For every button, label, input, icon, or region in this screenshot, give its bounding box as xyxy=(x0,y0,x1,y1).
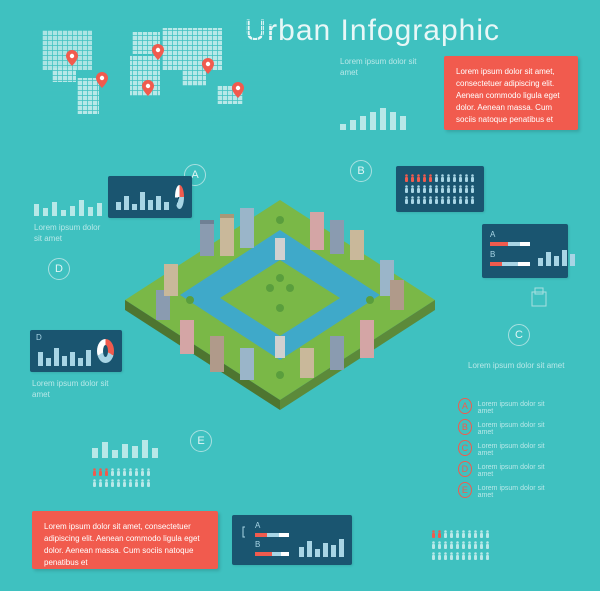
bottom-people-light xyxy=(92,466,151,488)
circle-label-e: E xyxy=(190,430,212,452)
red-info-box-top: Lorem ipsum dolor sit amet, consectetuer… xyxy=(444,56,578,130)
right-list-item: DLorem ipsum dolor sit amet xyxy=(458,461,548,480)
map-pin-icon xyxy=(202,58,214,74)
chart-panel-e: A B xyxy=(232,515,352,565)
right-list-item: CLorem ipsum dolor sit amet xyxy=(458,440,548,459)
bars-below-d xyxy=(92,432,158,458)
right-mid-text: Lorem ipsum dolor sit amet xyxy=(468,360,568,371)
map-pin-icon xyxy=(232,82,244,98)
right-list-item: ALorem ipsum dolor sit amet xyxy=(458,398,548,417)
isometric-city xyxy=(120,170,440,430)
chart-panel-c: A B xyxy=(482,224,568,278)
right-list-item: BLorem ipsum dolor sit amet xyxy=(458,419,548,438)
right-label-list: ALorem ipsum dolor sit amet BLorem ipsum … xyxy=(458,398,548,503)
left-bars-text: Lorem ipsum dolor sit amet xyxy=(34,222,104,244)
map-pin-icon xyxy=(66,50,78,66)
world-map xyxy=(32,20,272,130)
world-map-svg xyxy=(32,20,272,130)
chart-panel-d: D xyxy=(30,330,122,372)
pie-d-icon xyxy=(97,339,114,363)
top-building-bars xyxy=(340,108,406,130)
page-title: Urban Infographic xyxy=(245,14,500,48)
panel-d-text: Lorem ipsum dolor sit amet xyxy=(32,378,112,400)
castle-icon xyxy=(240,521,245,539)
map-pin-icon xyxy=(152,44,164,60)
map-pin-icon xyxy=(96,72,108,88)
top-right-text: Lorem ipsum dolor sit amet xyxy=(340,56,430,78)
left-light-bars xyxy=(34,192,102,216)
circle-label-d: D xyxy=(48,258,70,280)
right-list-item: ELorem ipsum dolor sit amet xyxy=(458,482,548,501)
building-icon xyxy=(528,286,550,308)
right-people-3rows xyxy=(431,528,490,561)
circle-label-c: C xyxy=(508,324,530,346)
red-info-box-bottom: Lorem ipsum dolor sit amet, consectetuer… xyxy=(32,511,218,569)
map-pin-icon xyxy=(142,80,154,96)
